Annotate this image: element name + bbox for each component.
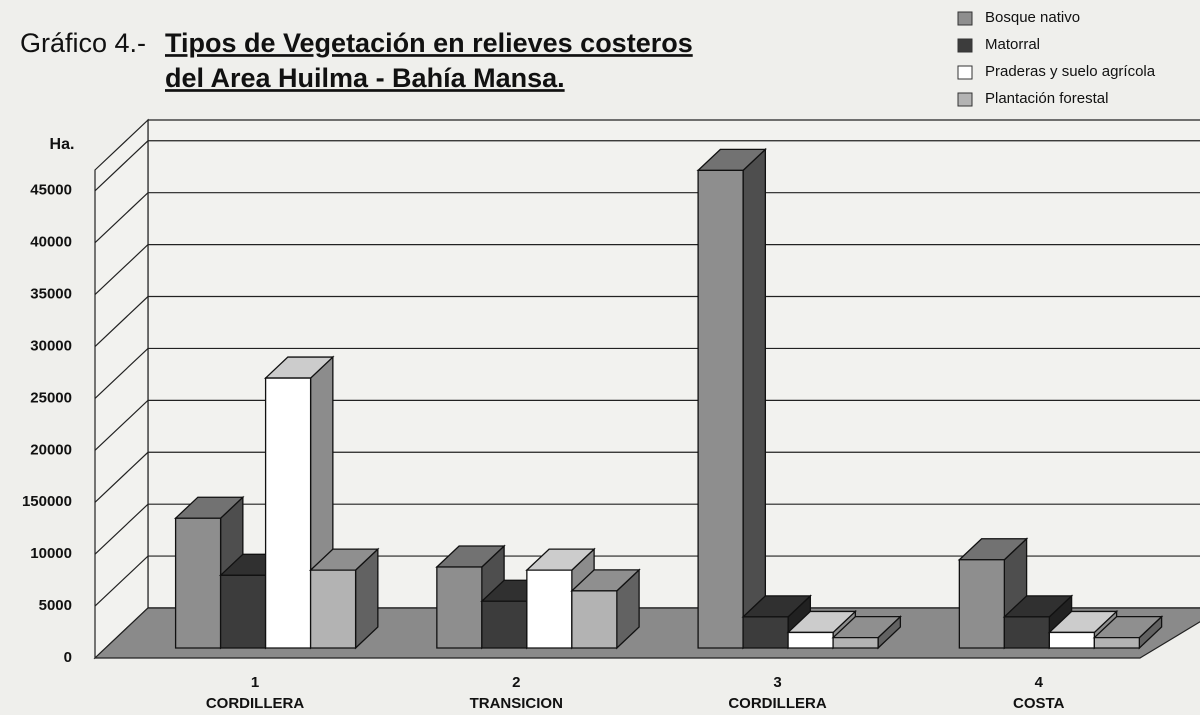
bar-front bbox=[219, 574, 267, 649]
grid-line bbox=[94, 140, 1200, 192]
bar bbox=[957, 537, 1029, 650]
legend-swatch bbox=[957, 65, 973, 80]
grid-line bbox=[94, 399, 1200, 451]
grid-line bbox=[94, 503, 1200, 555]
y-tick-label: 10000 bbox=[30, 545, 72, 562]
legend-label: Bosque nativo bbox=[985, 9, 1080, 26]
bar-front bbox=[787, 631, 834, 649]
y-tick-label: 30000 bbox=[30, 337, 72, 354]
y-tick-label: 45000 bbox=[30, 182, 72, 199]
chart-title: Tipos de Vegetación en relieves costeros bbox=[165, 28, 693, 58]
bar bbox=[308, 547, 380, 650]
legend-label: Matorral bbox=[985, 36, 1040, 53]
grid-line bbox=[94, 295, 1200, 347]
bar-front bbox=[1003, 616, 1050, 649]
y-tick-label: 40000 bbox=[30, 234, 72, 251]
legend-label: Plantación forestal bbox=[985, 90, 1108, 107]
bar bbox=[570, 568, 641, 650]
grid-line bbox=[94, 555, 1200, 607]
y-tick-label: 5000 bbox=[39, 597, 72, 614]
y-tick-label: 35000 bbox=[30, 286, 72, 303]
grid-line bbox=[94, 243, 1200, 296]
x-tick-sublabel: COSTA bbox=[1013, 695, 1065, 712]
bar-front bbox=[697, 169, 744, 649]
legend-swatch bbox=[957, 11, 973, 26]
y-tick-label: 0 bbox=[64, 649, 72, 666]
bar-front bbox=[832, 636, 879, 649]
bar-front bbox=[436, 566, 483, 649]
x-tick-label: 2 bbox=[512, 674, 520, 691]
grid-line bbox=[94, 451, 1200, 503]
bar bbox=[831, 615, 902, 650]
bar-front bbox=[526, 569, 573, 649]
bar-front bbox=[571, 590, 618, 649]
y-tick-label: 150000 bbox=[22, 493, 72, 510]
legend-label: Praderas y suelo agrícola bbox=[985, 63, 1156, 80]
bar-front bbox=[174, 517, 222, 649]
title-prefix: Gráfico 4.- bbox=[20, 28, 146, 58]
bar-front bbox=[481, 600, 528, 649]
legend-swatch bbox=[957, 38, 973, 53]
grid-line bbox=[94, 347, 1200, 399]
bar-front bbox=[264, 377, 312, 649]
bar-front bbox=[1048, 631, 1095, 649]
bar-front bbox=[309, 569, 357, 649]
bar bbox=[696, 147, 767, 650]
bar-front bbox=[742, 616, 789, 649]
bar-front bbox=[958, 559, 1005, 649]
x-tick-label: 3 bbox=[773, 674, 781, 691]
x-tick-sublabel: CORDILLERA bbox=[206, 695, 304, 712]
chart-title: del Area Huilma - Bahía Mansa. bbox=[165, 63, 565, 93]
y-tick-label: 25000 bbox=[30, 389, 72, 406]
x-tick-label: 4 bbox=[1035, 674, 1044, 691]
x-tick-label: 1 bbox=[251, 674, 259, 691]
y-tick-label: 20000 bbox=[30, 441, 72, 458]
x-tick-sublabel: TRANSICION bbox=[470, 695, 563, 712]
y-axis-label: Ha. bbox=[50, 136, 75, 153]
bar-front bbox=[1093, 636, 1140, 649]
bar-side bbox=[742, 147, 767, 650]
bar bbox=[1092, 615, 1164, 650]
grid-line bbox=[94, 192, 1200, 244]
legend-swatch bbox=[957, 92, 973, 107]
x-tick-sublabel: CORDILLERA bbox=[728, 695, 826, 712]
